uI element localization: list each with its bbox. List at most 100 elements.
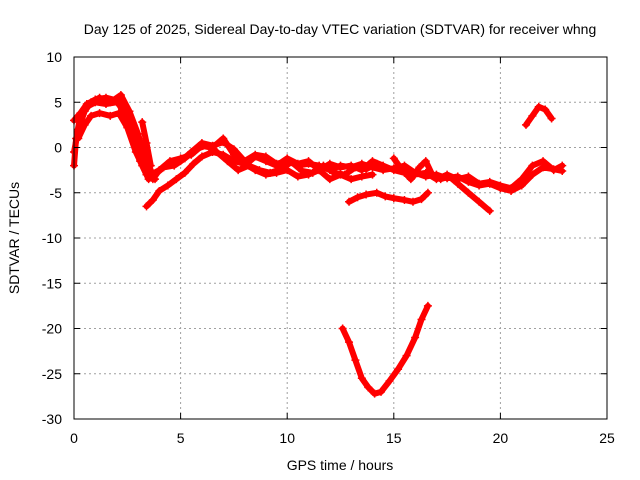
data-point [125, 107, 134, 116]
data-point [381, 192, 390, 201]
data-point [347, 175, 356, 184]
data-point [87, 111, 96, 120]
data-point [146, 161, 155, 170]
data-point [336, 170, 345, 179]
data-point [191, 145, 200, 154]
series-track-i [339, 302, 431, 397]
data-point [389, 164, 398, 173]
x-tick-label: 0 [70, 430, 78, 446]
data-point [370, 389, 379, 398]
data-point [377, 387, 386, 396]
data-point [528, 161, 537, 170]
data-point [372, 159, 381, 168]
data-point [189, 159, 198, 168]
data-point [357, 374, 366, 383]
data-point [453, 172, 462, 181]
x-tick-label: 5 [177, 430, 185, 446]
x-tick-label: 10 [279, 430, 295, 446]
data-point [325, 175, 334, 184]
data-point [261, 170, 270, 179]
y-tick-label: 0 [54, 140, 62, 156]
data-point [87, 98, 96, 107]
data-point [521, 120, 530, 129]
data-point [351, 163, 360, 172]
data-point [319, 161, 328, 170]
data-point [251, 166, 260, 175]
data-point [353, 193, 362, 202]
data-point [208, 148, 217, 157]
data-point [408, 197, 417, 206]
data-point [464, 177, 473, 186]
data-point [406, 175, 415, 184]
data-point [272, 159, 281, 168]
tick-layer: 0 5 10 15 20 25 -30 -25 -20 -15 -10 -5 0 5 10 [42, 49, 615, 446]
data-point [304, 159, 313, 168]
y-tick-label: -10 [42, 230, 62, 246]
data-point [528, 170, 537, 179]
data-point [338, 324, 347, 333]
data-point [485, 206, 494, 215]
data-point [114, 109, 123, 118]
data-point [229, 157, 238, 166]
data-point [116, 91, 125, 100]
data-point [385, 376, 394, 385]
x-tick-label: 25 [599, 430, 615, 446]
data-point [528, 111, 537, 120]
y-tick-label: -30 [42, 411, 62, 427]
data-point [219, 150, 228, 159]
data-point [415, 163, 424, 172]
data-point [541, 105, 550, 114]
data-point [234, 166, 243, 175]
data-point [428, 170, 437, 179]
data-point [180, 154, 189, 163]
data-point [240, 159, 249, 168]
y-tick-label: 5 [54, 94, 62, 110]
y-axis-label: SDTVAR / TECUs [6, 182, 22, 294]
data-point [159, 163, 168, 172]
data-point [389, 154, 398, 163]
y-tick-label: -25 [42, 366, 62, 382]
data-point [148, 195, 157, 204]
data-point [251, 150, 260, 159]
data-point [534, 102, 543, 111]
data-point [394, 365, 403, 374]
data-point [138, 118, 147, 127]
data-point [170, 161, 179, 170]
data-point [400, 195, 409, 204]
data-point [315, 166, 324, 175]
data-point [507, 186, 516, 195]
y-tick-label: 10 [46, 49, 62, 65]
data-point [517, 181, 526, 190]
data-point [558, 167, 567, 176]
data-point [351, 356, 360, 365]
data-point [261, 152, 270, 161]
x-tick-label: 20 [493, 430, 509, 446]
data-point [345, 338, 354, 347]
data-point [180, 168, 189, 177]
data-point [417, 315, 426, 324]
data-point [336, 161, 345, 170]
data-point [287, 157, 296, 166]
data-point [229, 145, 238, 154]
data-point [131, 148, 140, 157]
data-point [423, 301, 432, 310]
data-point [362, 190, 371, 199]
data-point [379, 166, 388, 175]
data-point [464, 188, 473, 197]
data-point [357, 172, 366, 181]
data-point [272, 168, 281, 177]
data-point [496, 184, 505, 193]
x-axis-label: GPS time / hours [287, 457, 394, 473]
data-point [453, 179, 462, 188]
data-point [421, 157, 430, 166]
data-point [219, 138, 228, 147]
data-point [389, 194, 398, 203]
data-point [445, 172, 454, 181]
data-point [549, 165, 558, 174]
data-point [151, 175, 160, 184]
data-point [362, 165, 371, 174]
x-tick-label: 15 [386, 430, 402, 446]
data-point [197, 152, 206, 161]
grid-layer [74, 57, 607, 419]
